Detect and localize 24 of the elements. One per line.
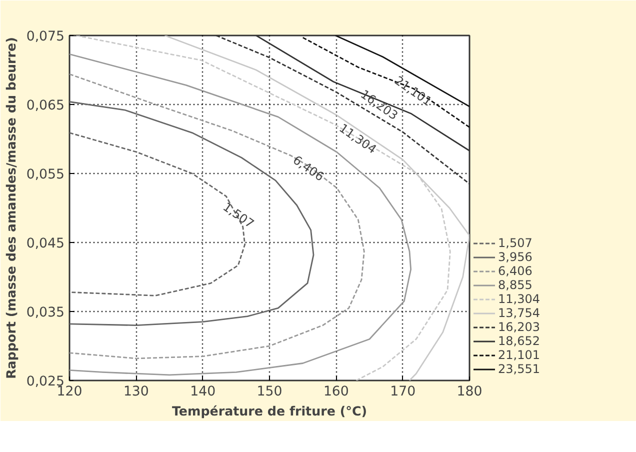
y-axis-title: Rapport (masse des amandes/masse du beurre) bbox=[3, 37, 18, 379]
x-tick-label: 120 bbox=[56, 384, 82, 400]
x-tick-label: 170 bbox=[390, 384, 416, 400]
x-axis-title: Température de friture (°C) bbox=[172, 404, 368, 418]
x-tick-label: 140 bbox=[190, 384, 216, 400]
legend-label: 8,855 bbox=[498, 278, 532, 292]
y-tick-label: 0,045 bbox=[26, 236, 64, 252]
legend-label: 1,507 bbox=[498, 236, 532, 250]
x-tick-label: 130 bbox=[123, 384, 149, 400]
legend-label: 3,956 bbox=[498, 250, 532, 264]
x-tick-label: 150 bbox=[256, 384, 282, 400]
x-tick-label: 180 bbox=[456, 384, 482, 400]
legend-label: 16,203 bbox=[498, 320, 540, 334]
legend-label: 13,754 bbox=[498, 306, 540, 320]
legend-label: 18,652 bbox=[498, 334, 540, 348]
y-tick-label: 0,035 bbox=[26, 306, 64, 320]
y-tick-label: 0,075 bbox=[26, 30, 64, 44]
legend-label: 6,406 bbox=[498, 264, 532, 278]
y-tick-label: 0,065 bbox=[26, 98, 64, 114]
legend-label: 11,304 bbox=[498, 292, 540, 306]
x-tick-label: 160 bbox=[323, 384, 349, 400]
legend-label: 23,551 bbox=[498, 362, 540, 376]
y-tick-label: 0,055 bbox=[26, 168, 64, 182]
legend-label: 21,101 bbox=[498, 348, 540, 362]
